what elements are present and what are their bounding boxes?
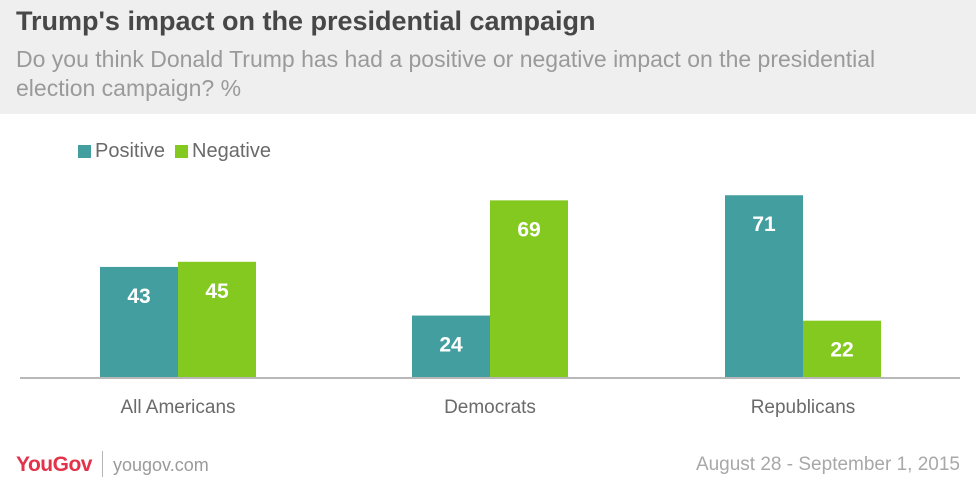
category-label-2: Republicans [751, 397, 856, 418]
bar-positive-1 [412, 315, 490, 377]
bar-negative-2 [803, 320, 881, 377]
chart-title: Trump's impact on the presidential campa… [16, 6, 596, 36]
data-label-positive-1: 24 [439, 334, 463, 357]
chart-legend: Positive Negative [78, 138, 281, 164]
legend-label-positive: Positive [95, 139, 166, 162]
yougov-logo: YouGov [16, 453, 92, 476]
data-label-positive-2: 71 [752, 213, 776, 236]
legend-item-positive: Positive [78, 140, 165, 163]
data-label-positive-0: 43 [127, 285, 150, 308]
footer-site: yougov.com [113, 455, 209, 475]
data-label-negative-1: 69 [517, 218, 540, 241]
legend-swatch-positive [78, 144, 91, 158]
footer-divider [102, 451, 103, 477]
category-label-0: All Americans [120, 397, 235, 418]
bar-positive-2 [725, 195, 803, 377]
bar-positive-0 [100, 266, 178, 377]
legend-label-negative: Negative [192, 139, 271, 162]
data-label-negative-0: 45 [205, 280, 229, 303]
bar-negative-1 [490, 200, 568, 377]
footer-date: August 28 - September 1, 2015 [695, 454, 960, 475]
legend-item-negative: Negative [175, 140, 271, 163]
legend-swatch-negative [175, 144, 189, 158]
bar-negative-0 [178, 261, 256, 377]
category-label-1: Democrats [444, 397, 536, 418]
chart-subtitle: Do you think Donald Trump has had a posi… [16, 46, 876, 101]
data-label-negative-2: 22 [830, 339, 853, 362]
chart-header: Trump's impact on the presidential campa… [0, 0, 976, 114]
